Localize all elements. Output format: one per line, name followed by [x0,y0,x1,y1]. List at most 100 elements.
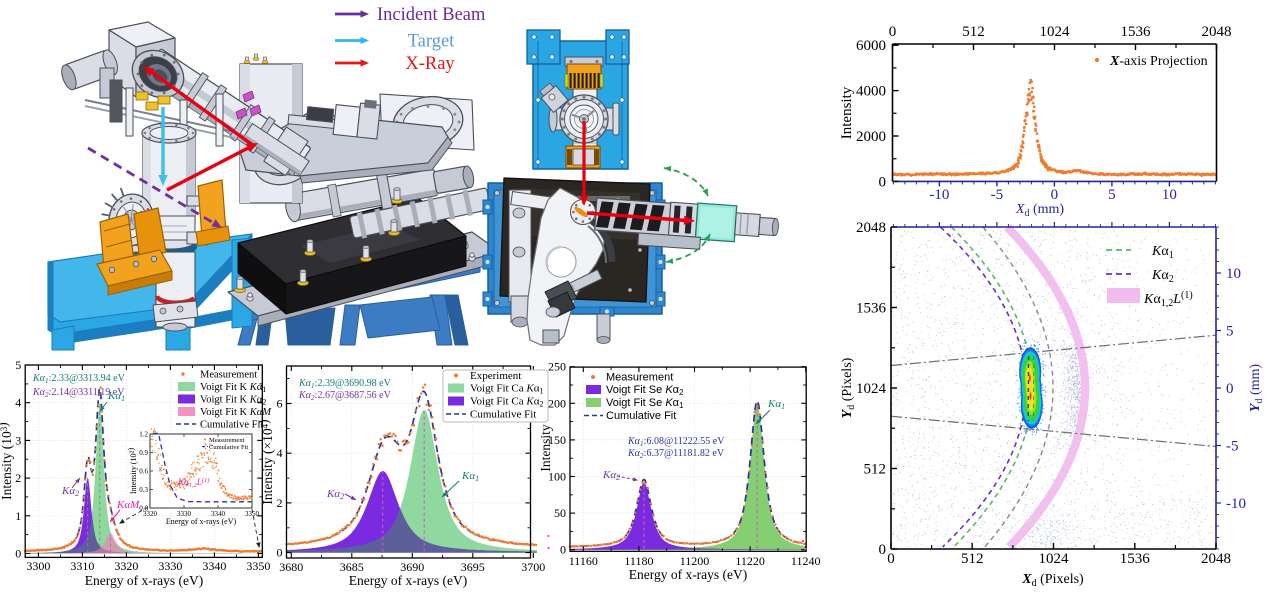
svg-text:150: 150 [548,433,566,447]
svg-text:Cumulative Fit: Cumulative Fit [606,410,676,422]
svg-text:3700: 3700 [521,560,545,574]
svg-text:5: 5 [1108,187,1116,203]
svg-text:0: 0 [879,542,887,558]
svg-text:Yd (mm): Yd (mm) [1248,364,1265,413]
svg-text:Voigt Fit Ca Kα1: Voigt Fit Ca Kα1 [470,383,543,396]
svg-text:Measurement: Measurement [209,437,245,444]
svg-text:Kα1: Kα1 [107,390,125,403]
svg-text:2000: 2000 [856,129,886,145]
svg-text:4: 4 [15,396,21,410]
svg-text:Xd (Pixels): Xd (Pixels) [1021,572,1084,589]
svg-text:Intensity (103): Intensity (103) [0,422,14,500]
svg-text:Yd (Pixels): Yd (Pixels) [840,357,857,418]
svg-text:0: 0 [277,546,283,560]
svg-text:3350: 3350 [246,559,270,573]
svg-text:Kα1: Kα1 [767,398,785,411]
svg-text:10: 10 [1162,187,1177,203]
svg-text:11160: 11160 [569,554,598,568]
svg-text:2: 2 [15,471,21,485]
svg-text:Incident Beam: Incident Beam [377,5,486,25]
svg-text:Voigt Fit K KαM: Voigt Fit K KαM [200,407,272,418]
svg-text:1024: 1024 [1039,551,1070,567]
svg-text:-5: -5 [991,187,1004,203]
svg-text:Xd (mm): Xd (mm) [1015,202,1065,219]
svg-text:Kα1: Kα1 [1151,244,1174,261]
svg-text:1: 1 [15,509,21,523]
svg-text:Voigt Fit Se Kα1: Voigt Fit Se Kα1 [606,397,684,410]
svg-text:X-Ray: X-Ray [405,54,455,74]
svg-text:6000: 6000 [856,38,886,54]
svg-text:Energy of x-rays (eV): Energy of x-rays (eV) [85,573,204,588]
svg-text:11240: 11240 [791,554,821,568]
svg-text:Measurement: Measurement [200,370,257,381]
svg-text:1536: 1536 [1121,24,1152,40]
svg-text:-10: -10 [1226,496,1246,512]
svg-text:Measurement: Measurement [606,372,673,384]
svg-text:Intensity: Intensity [839,86,855,139]
svg-text:11200: 11200 [680,554,710,568]
svg-text:Voigt Fit K Kα2: Voigt Fit K Kα2 [200,395,266,407]
svg-text:3685: 3685 [340,560,364,574]
svg-text:Energy of x-rays (eV): Energy of x-rays (eV) [166,517,237,526]
svg-text:200: 200 [548,396,566,410]
svg-text:Voigt Fit K Kα1: Voigt Fit K Kα1 [200,382,266,394]
svg-text:3300: 3300 [26,559,50,573]
svg-text:512: 512 [864,462,887,478]
svg-text:5: 5 [1226,324,1234,340]
svg-text:3: 3 [15,433,21,447]
svg-text:-5: -5 [1226,439,1239,455]
svg-text:3695: 3695 [461,560,485,574]
svg-text:Kα2: Kα2 [602,469,620,482]
svg-text:Intensity (×104): Intensity (×104) [256,419,275,504]
svg-text:0: 0 [1226,381,1234,397]
svg-text:Kα1:2.39@3690.98 eV: Kα1:2.39@3690.98 eV [298,378,392,390]
svg-text:0.3: 0.3 [139,486,148,494]
svg-text:Kα1:6.08@11222.55 eV: Kα1:6.08@11222.55 eV [627,436,725,448]
svg-text:11220: 11220 [735,554,765,568]
svg-text:5: 5 [15,358,21,372]
svg-text:0.6: 0.6 [139,468,148,476]
svg-text:Kα2:2.14@3311.19 eV: Kα2:2.14@3311.19 eV [32,387,125,399]
svg-text:1536: 1536 [856,301,887,317]
svg-text:3680: 3680 [279,560,303,574]
svg-text:Kα1,2L(1): Kα1,2L(1) [1143,290,1193,309]
svg-text:3330: 3330 [177,510,192,518]
svg-text:Voigt Fit Ca Kα2: Voigt Fit Ca Kα2 [470,396,543,409]
svg-text:11180: 11180 [624,554,653,568]
svg-text:1536: 1536 [1120,551,1151,567]
svg-text:0: 0 [1051,187,1059,203]
svg-text:1024: 1024 [856,381,887,397]
svg-text:0: 0 [889,24,897,40]
svg-text:512: 512 [962,24,985,40]
svg-text:6: 6 [277,397,283,411]
svg-text:Cumulative Fit: Cumulative Fit [470,409,536,421]
svg-text:3320: 3320 [114,559,138,573]
svg-text:3310: 3310 [70,559,94,573]
svg-text:Kα2: Kα2 [61,485,79,498]
svg-text:Cumulative Fit: Cumulative Fit [200,420,263,431]
svg-text:512: 512 [961,551,984,567]
svg-text:Kα2:2.67@3687.56 eV: Kα2:2.67@3687.56 eV [298,390,392,402]
svg-text:4: 4 [277,446,283,460]
svg-text:0: 0 [15,547,21,561]
svg-text:X-axis Projection: X-axis Projection [1109,54,1208,69]
svg-text:0: 0 [879,174,887,190]
svg-text:Voigt Fit Se Kα2: Voigt Fit Se Kα2 [606,384,684,397]
svg-text:3320: 3320 [143,510,158,518]
svg-text:3330: 3330 [158,559,182,573]
svg-text:Experiment: Experiment [470,370,521,382]
svg-text:Intensity (102): Intensity (102) [127,448,139,495]
svg-text:250: 250 [548,360,566,374]
svg-text:50: 50 [554,506,566,520]
svg-text:10: 10 [1226,266,1241,282]
svg-text:2048: 2048 [1201,551,1231,567]
svg-text:1.2: 1.2 [139,431,148,439]
svg-text:Intensity: Intensity [538,424,553,471]
svg-text:3350: 3350 [245,510,260,518]
svg-text:Cumulative Fit: Cumulative Fit [209,444,248,451]
svg-text:KαM: KαM [116,499,140,511]
svg-text:1024: 1024 [1040,24,1071,40]
svg-text:Energy of x-rays (eV): Energy of x-rays (eV) [629,567,748,582]
svg-text:Kα2:6.37@11181.82 eV: Kα2:6.37@11181.82 eV [627,448,725,460]
svg-text:4000: 4000 [856,84,886,100]
